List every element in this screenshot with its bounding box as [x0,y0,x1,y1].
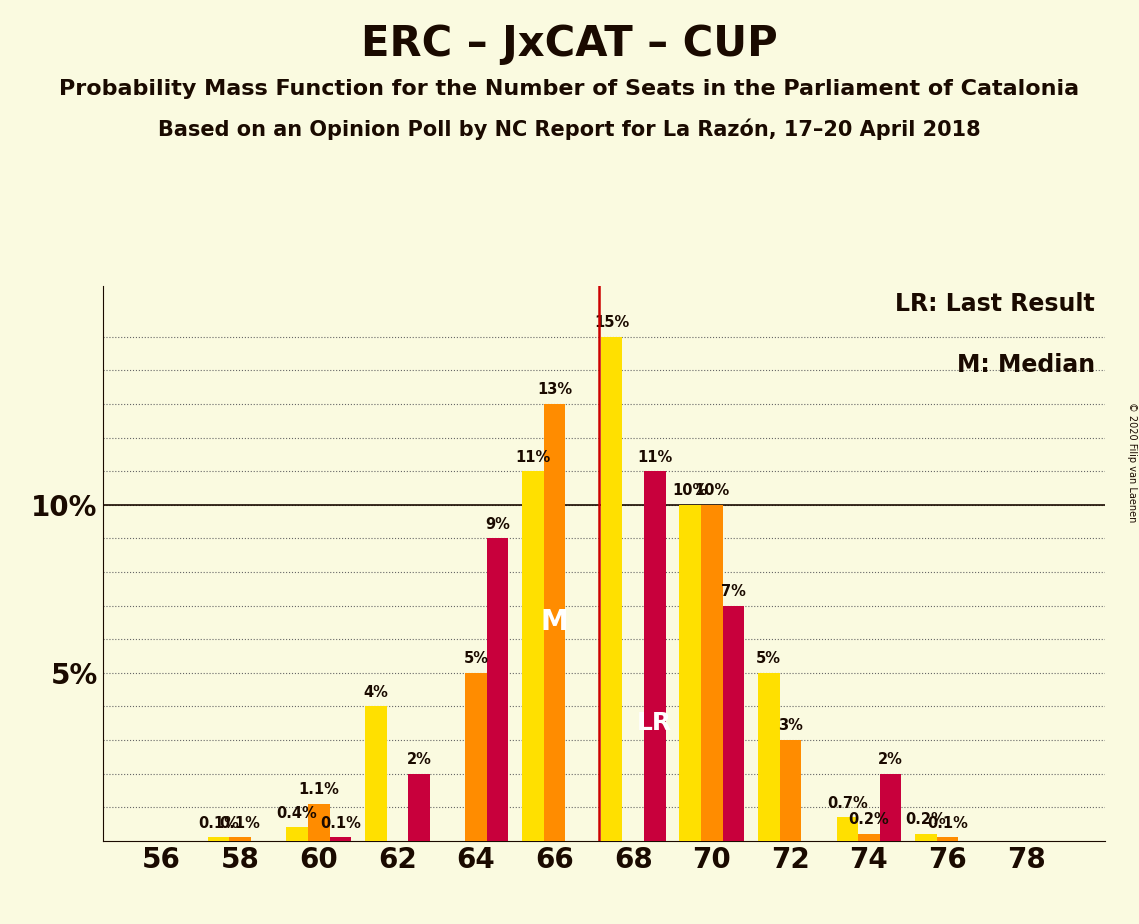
Text: LR: Last Result: LR: Last Result [895,292,1095,316]
Text: 0.2%: 0.2% [849,812,890,827]
Text: 15%: 15% [593,315,629,330]
Text: 11%: 11% [637,449,672,465]
Bar [836,818,858,841]
Text: M: M [541,608,568,637]
Text: LR: LR [637,711,672,736]
Bar [879,773,901,841]
Bar [722,605,744,841]
Bar [207,837,229,841]
Bar [915,834,936,841]
Text: 10%: 10% [694,483,729,498]
Text: 3%: 3% [778,718,803,734]
Text: 11%: 11% [515,449,550,465]
Text: 1.1%: 1.1% [298,782,339,797]
Text: 2%: 2% [878,752,903,767]
Bar [858,834,879,841]
Text: 13%: 13% [536,383,572,397]
Text: 5%: 5% [464,651,489,666]
Bar [286,827,308,841]
Text: 4%: 4% [363,685,388,699]
Text: 5%: 5% [756,651,781,666]
Bar [364,707,386,841]
Bar [486,539,508,841]
Text: © 2020 Filip van Laenen: © 2020 Filip van Laenen [1126,402,1137,522]
Text: M: Median: M: Median [957,353,1095,377]
Bar [936,837,958,841]
Text: 0.1%: 0.1% [320,816,361,831]
Text: 0.1%: 0.1% [220,816,261,831]
Bar [329,837,351,841]
Bar [408,773,429,841]
Bar [679,505,700,841]
Text: 10%: 10% [672,483,707,498]
Text: Probability Mass Function for the Number of Seats in the Parliament of Catalonia: Probability Mass Function for the Number… [59,79,1080,99]
Bar [757,673,779,841]
Bar [465,673,486,841]
Bar [700,505,722,841]
Bar [229,837,251,841]
Text: 0.2%: 0.2% [906,812,947,827]
Bar [779,740,801,841]
Bar [644,471,665,841]
Bar [600,337,622,841]
Text: 0.4%: 0.4% [277,806,318,821]
Bar [543,404,565,841]
Text: 7%: 7% [721,584,746,599]
Text: 2%: 2% [407,752,432,767]
Bar [308,804,329,841]
Text: ERC – JxCAT – CUP: ERC – JxCAT – CUP [361,23,778,65]
Text: 0.7%: 0.7% [827,796,868,810]
Text: Based on an Opinion Poll by NC Report for La Razón, 17–20 April 2018: Based on an Opinion Poll by NC Report fo… [158,118,981,140]
Text: 9%: 9% [485,517,510,531]
Text: 0.1%: 0.1% [927,816,968,831]
Text: 0.1%: 0.1% [198,816,239,831]
Bar [522,471,543,841]
